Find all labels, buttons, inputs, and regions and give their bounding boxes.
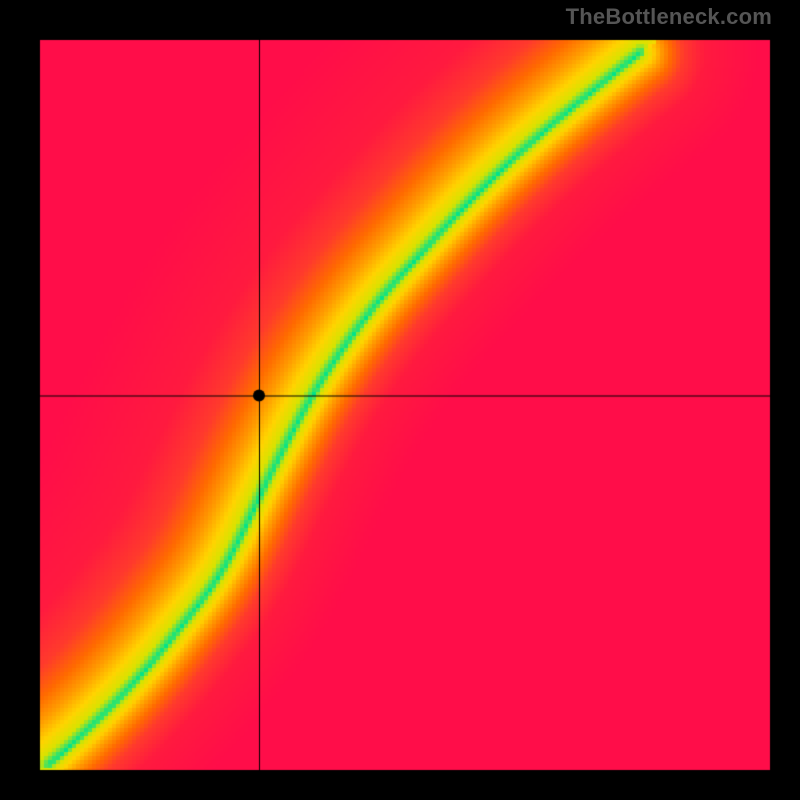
chart-container: TheBottleneck.com: [0, 0, 800, 800]
heatmap-canvas: [0, 0, 800, 800]
watermark-text: TheBottleneck.com: [566, 4, 772, 30]
